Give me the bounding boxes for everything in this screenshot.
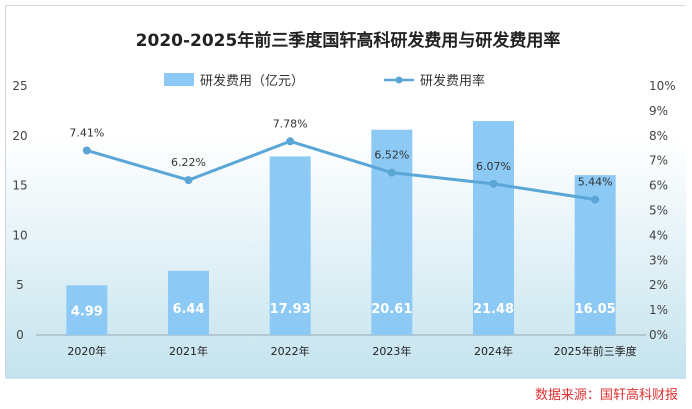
- bar-value-label: 21.48: [473, 302, 514, 317]
- y-left-tick-label: 0: [16, 328, 24, 342]
- x-tick-label: 2021年: [169, 344, 208, 358]
- rate-point: [387, 168, 396, 177]
- y-right-tick-label: 3%: [649, 253, 668, 267]
- bar: [66, 285, 108, 335]
- y-left-tick-label: 5: [16, 278, 24, 292]
- bar: [473, 121, 514, 335]
- x-tick-label: 2023年: [372, 344, 411, 358]
- chart-title: 2020-2025年前三季度国轩高科研发费用与研发费用率: [136, 30, 561, 51]
- rate-value-label: 6.22%: [171, 156, 206, 169]
- bar-value-label: 17.93: [270, 302, 311, 317]
- bar: [269, 156, 311, 335]
- x-tick-label: 2022年: [271, 344, 310, 358]
- x-tick-label: 2025年前三季度: [554, 344, 637, 358]
- y-axis-right: 0% 1% 2% 3% 4% 5% 6% 7% 8% 9% 10%: [649, 79, 676, 342]
- rate-value-label: 6.07%: [476, 160, 511, 173]
- y-right-tick-label: 4%: [649, 228, 668, 242]
- y-right-tick-label: 5%: [649, 204, 668, 218]
- bar: [371, 129, 413, 335]
- y-right-tick-label: 9%: [649, 104, 668, 118]
- rate-point: [591, 195, 600, 204]
- line-series: 7.41% 6.22% 7.78% 6.52% 6.07% 5.44%: [69, 117, 613, 204]
- bar-value-label: 16.05: [575, 302, 616, 317]
- bar-value-label: 20.61: [371, 302, 412, 317]
- y-right-tick-label: 8%: [649, 129, 668, 143]
- rate-value-label: 6.52%: [374, 149, 409, 162]
- y-axis-left: 0 5 10 15 20 25: [12, 79, 27, 342]
- rate-point: [286, 137, 295, 146]
- x-tick-label: 2024年: [474, 344, 513, 358]
- x-tick-label: 2020年: [67, 344, 106, 358]
- y-right-tick-label: 0%: [649, 328, 668, 342]
- rate-point: [184, 176, 193, 185]
- bar: [168, 270, 209, 335]
- x-axis: 2020年 2021年 2022年 2023年 2024年 2025年前三季度: [67, 344, 636, 358]
- rate-value-label: 7.41%: [69, 126, 104, 139]
- bar-value-label: 4.99: [71, 304, 103, 319]
- rate-point: [489, 179, 498, 188]
- y-right-tick-label: 6%: [649, 179, 668, 193]
- y-right-tick-label: 10%: [649, 79, 676, 93]
- rate-value-label: 5.44%: [578, 176, 613, 189]
- y-left-tick-label: 15: [12, 179, 27, 193]
- bar-value-label: 6.44: [172, 302, 204, 317]
- y-right-tick-label: 1%: [649, 303, 668, 317]
- chart-frame: 2020-2025年前三季度国轩高科研发费用与研发费用率 研发费用（亿元） 研发…: [5, 5, 686, 379]
- legend-bar-label: 研发费用（亿元）: [200, 73, 304, 89]
- chart: 2020-2025年前三季度国轩高科研发费用与研发费用率 研发费用（亿元） 研发…: [6, 6, 686, 379]
- chart-background: [6, 6, 686, 379]
- bar-series: 4.99 6.44 17.93 20.61 21.48 16.05: [66, 121, 616, 335]
- legend-line-label: 研发费用率: [420, 73, 485, 89]
- legend: 研发费用（亿元） 研发费用率: [164, 73, 485, 89]
- rate-value-label: 7.78%: [273, 117, 308, 130]
- source-note: 数据来源：国轩高科财报: [534, 388, 678, 403]
- y-left-tick-label: 20: [12, 129, 27, 143]
- rate-line: [86, 139, 596, 202]
- rate-point: [82, 146, 91, 155]
- y-left-tick-label: 10: [12, 228, 27, 242]
- y-right-tick-label: 7%: [649, 154, 668, 168]
- legend-line-marker: [395, 76, 403, 84]
- y-left-tick-label: 25: [12, 79, 27, 93]
- legend-bar-swatch: [164, 73, 194, 86]
- y-right-tick-label: 2%: [649, 278, 668, 292]
